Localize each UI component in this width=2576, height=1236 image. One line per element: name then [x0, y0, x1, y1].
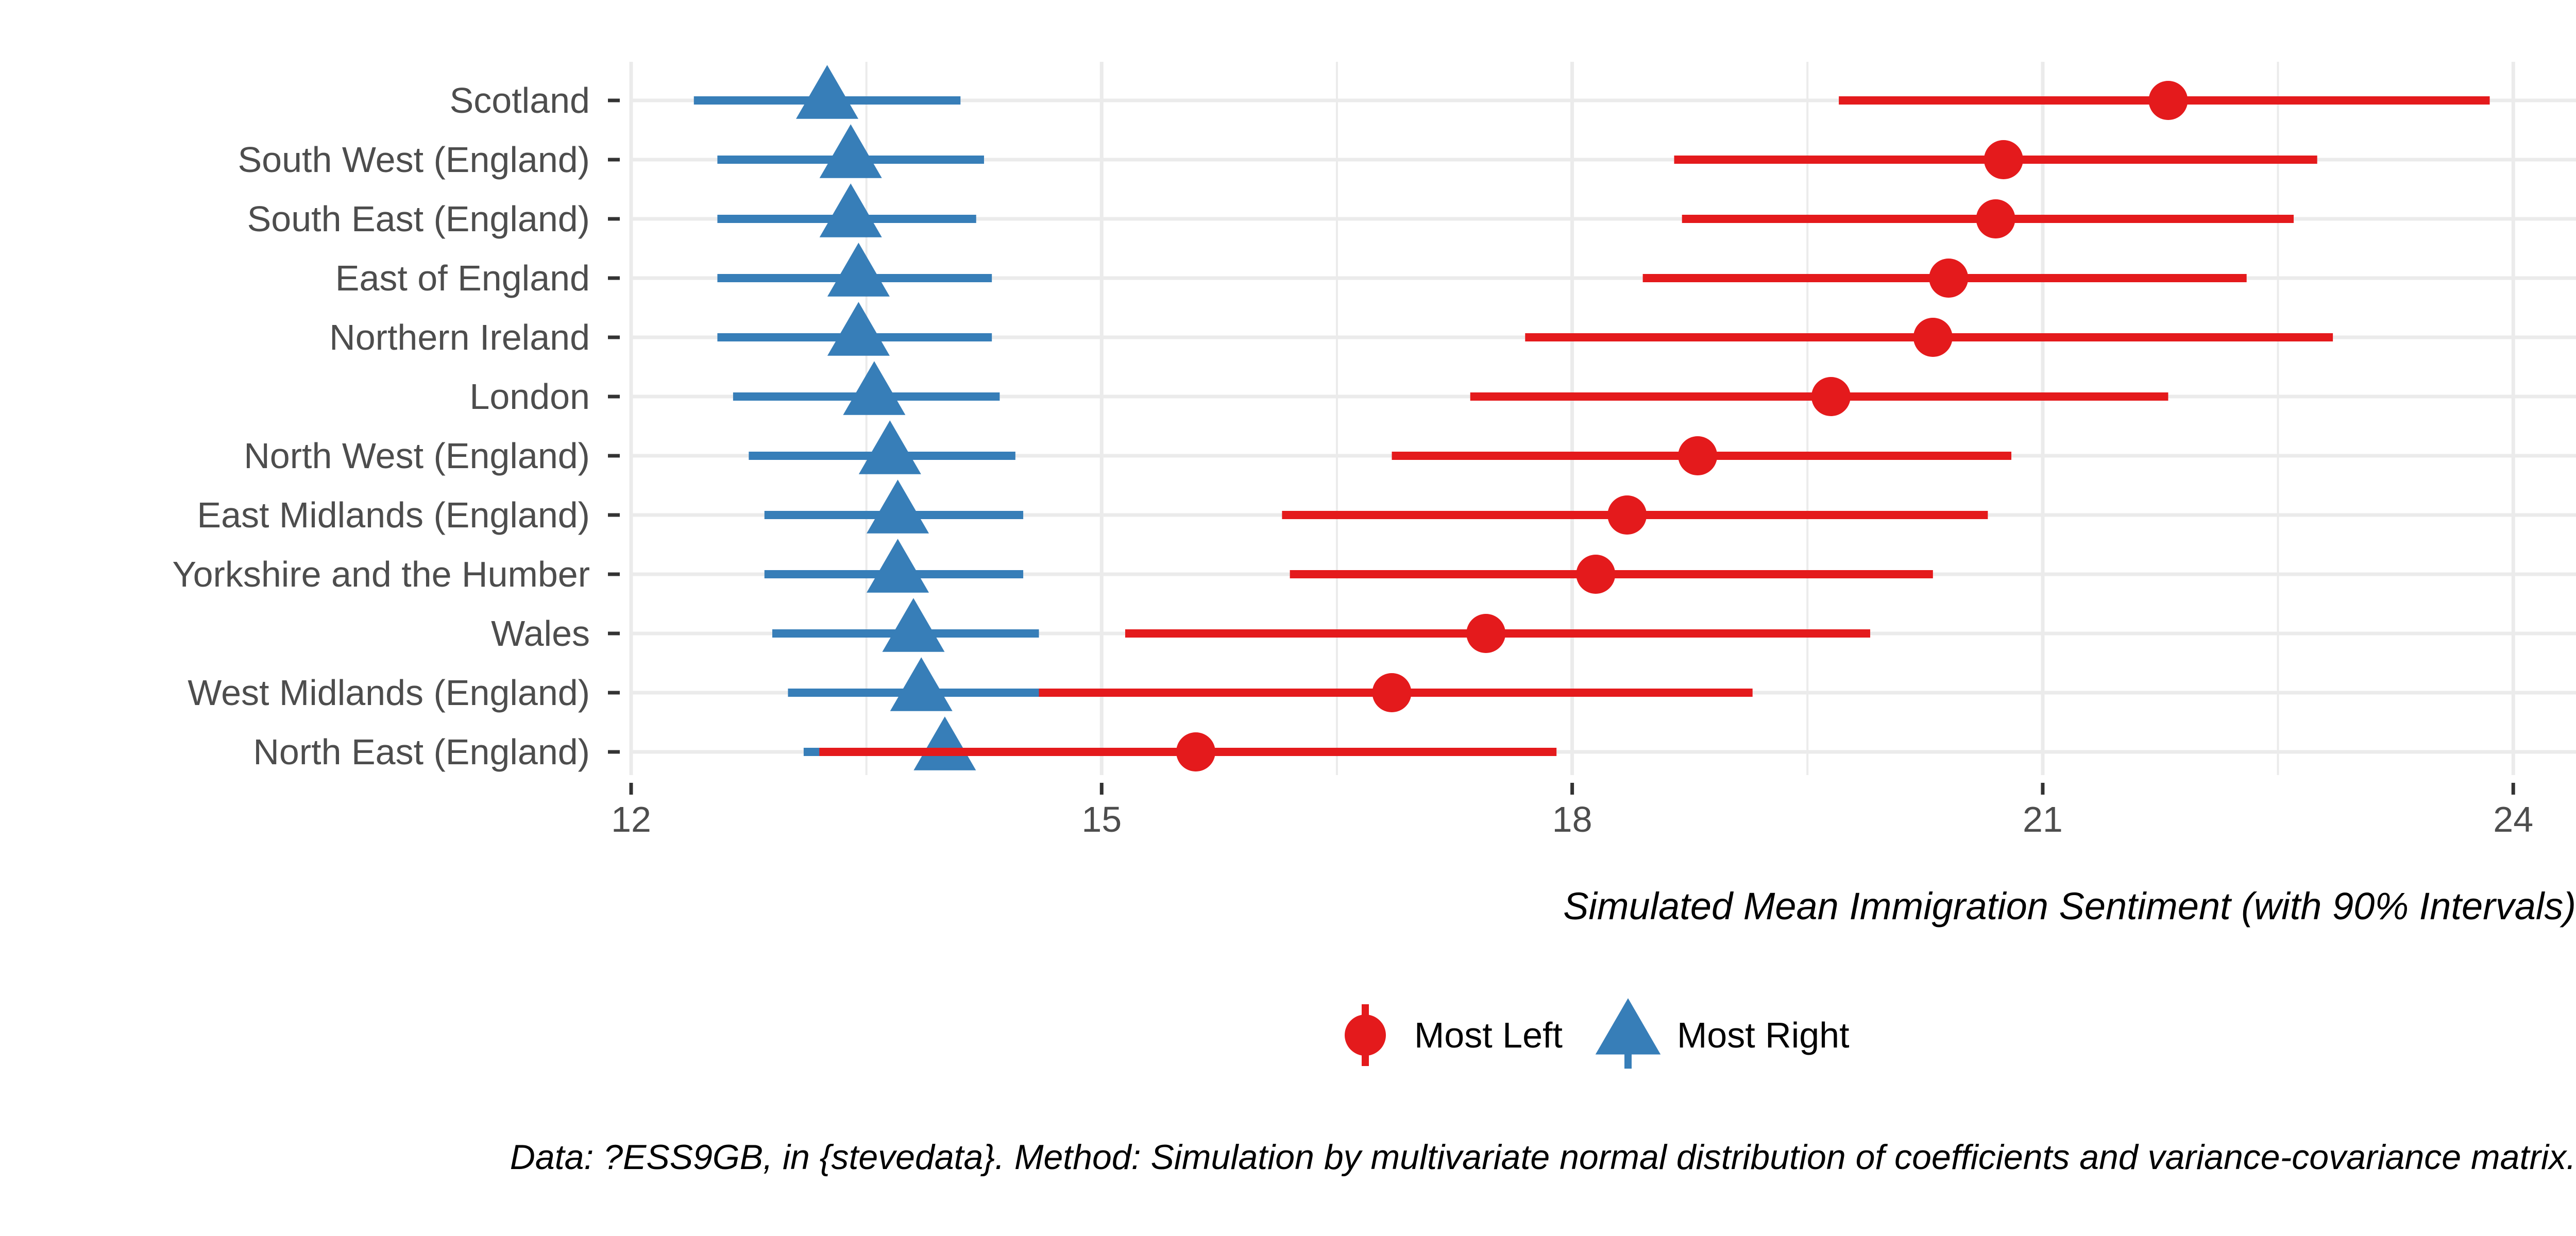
legend: Most Left Most Right [1345, 998, 1850, 1069]
point-marker [882, 598, 945, 652]
legend-entry-most-left: Most Left [1345, 1004, 1563, 1066]
point-marker [858, 420, 921, 474]
point-marker [913, 716, 976, 770]
point-marker [796, 65, 859, 119]
point-marker [827, 243, 890, 297]
legend-entry-most-right: Most Right [1595, 998, 1850, 1069]
y-tick-label: South East (England) [247, 199, 590, 239]
point-marker [867, 479, 929, 534]
x-tick-label: 21 [2023, 799, 2063, 839]
y-tick-label: North East (England) [253, 732, 590, 772]
point-marker [1811, 377, 1851, 416]
point-marker [1576, 555, 1616, 594]
point-marker [1372, 673, 1412, 712]
point-marker [1466, 614, 1506, 653]
y-tick-label: Wales [491, 613, 590, 654]
legend-key-marker [1595, 998, 1661, 1055]
y-tick-label: North West (England) [244, 436, 590, 476]
legend-key-marker [1345, 1015, 1386, 1056]
y-tick-label: Northern Ireland [329, 317, 590, 357]
point-marker [1976, 199, 2015, 238]
point-marker [1678, 436, 1718, 475]
chart-caption: Data: ?ESS9GB, in {stevedata}. Method: S… [510, 1138, 2576, 1177]
y-axis: Scotland South West (England) South East (… [172, 80, 620, 772]
x-axis: 12 15 18 21 24 [611, 783, 2533, 839]
legend-label: Most Right [1677, 1015, 1850, 1055]
point-marker [827, 302, 890, 356]
y-tick-label: East Midlands (England) [197, 495, 590, 535]
point-marker [1913, 318, 1953, 357]
legend-label: Most Left [1414, 1015, 1563, 1055]
y-tick-label: South West (England) [238, 140, 590, 180]
point-marker [1984, 140, 2023, 179]
point-marker [1176, 732, 1215, 771]
x-tick-label: 15 [1081, 799, 1122, 839]
point-marker [867, 539, 929, 593]
x-tick-label: 18 [1552, 799, 1592, 839]
x-tick-label: 24 [2493, 799, 2533, 839]
y-tick-label: West Midlands (England) [188, 673, 590, 713]
x-axis-label: Simulated Mean Immigration Sentiment (wi… [1563, 885, 2576, 928]
point-marker [1607, 495, 1647, 535]
point-marker [1929, 259, 1969, 298]
point-marker [819, 183, 882, 237]
point-marker [819, 124, 882, 178]
x-tick-label: 12 [611, 799, 651, 839]
y-tick-label: London [469, 376, 590, 417]
y-tick-label: East of England [335, 258, 590, 298]
point-marker [843, 361, 906, 415]
series-layer [693, 65, 2490, 771]
point-marker [2148, 81, 2188, 120]
y-tick-label: Scotland [450, 80, 590, 121]
series-most-left [819, 81, 2490, 771]
series-most-right [693, 65, 1078, 770]
y-tick-label: Yorkshire and the Humber [172, 554, 590, 594]
point-marker [890, 657, 953, 711]
